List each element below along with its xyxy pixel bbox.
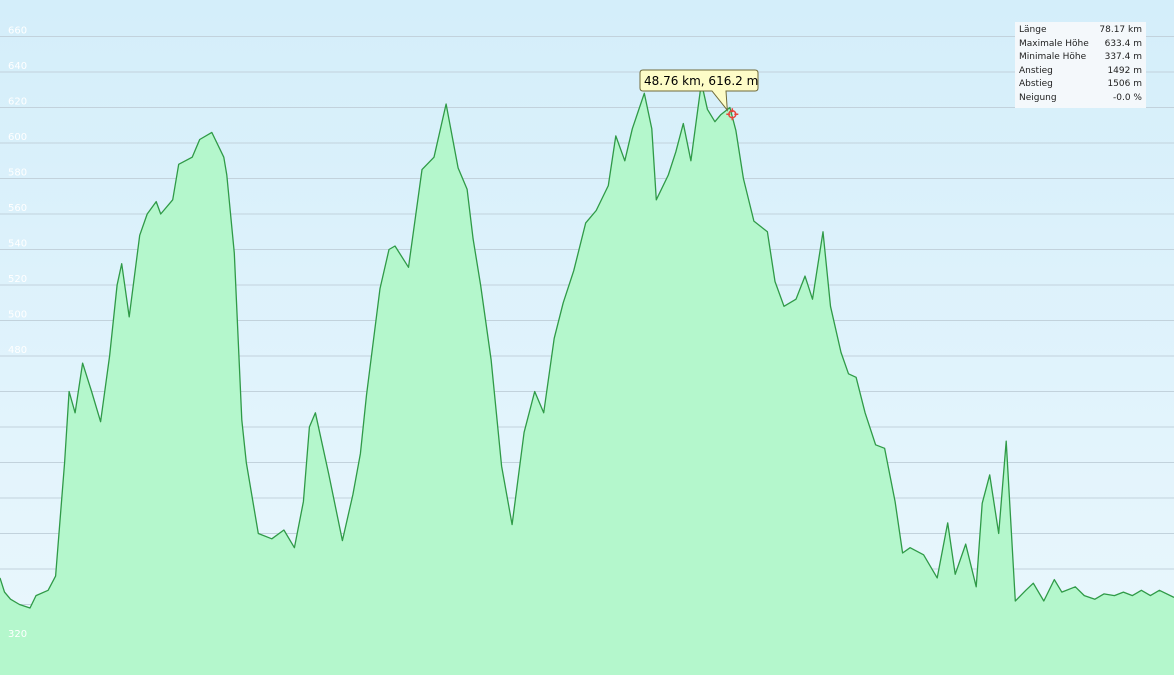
y-tick-label: 600 xyxy=(8,132,27,143)
y-tick-label: 480 xyxy=(8,345,27,356)
stat-value: 78.17 km xyxy=(1099,25,1142,35)
stat-value: 633.4 m xyxy=(1104,38,1142,49)
route-stats-panel: Länge 78.17 km Maximale Höhe 633.4 m Min… xyxy=(1015,22,1146,108)
stat-label: Länge xyxy=(1019,25,1047,35)
y-tick-label: 620 xyxy=(8,97,27,108)
y-tick-label: 540 xyxy=(8,239,27,250)
stat-label: Minimale Höhe xyxy=(1019,52,1087,62)
stat-label: Neigung xyxy=(1019,92,1057,103)
y-axis-ticks: 320 480 500 520 540 560 580 600 620 640 660 xyxy=(8,26,27,641)
stat-value: 337.4 m xyxy=(1104,52,1142,62)
y-tick-label: 640 xyxy=(8,61,27,72)
stat-value: 1506 m xyxy=(1107,79,1142,89)
elevation-line xyxy=(0,81,1174,609)
elevation-area xyxy=(0,82,1174,675)
position-marker xyxy=(726,108,739,121)
stat-label: Maximale Höhe xyxy=(1019,38,1089,49)
y-tick-label: 320 xyxy=(8,629,27,640)
stat-row-gradient: Neigung -0.0 % xyxy=(1019,92,1142,106)
y-tick-label: 580 xyxy=(8,168,27,179)
stat-label: Anstieg xyxy=(1019,65,1053,76)
stat-row-descent: Abstieg 1506 m xyxy=(1019,78,1142,92)
stat-row-min-elevation: Minimale Höhe 337.4 m xyxy=(1019,51,1142,65)
y-tick-label: 560 xyxy=(8,203,27,214)
y-tick-label: 660 xyxy=(8,26,27,37)
tooltip-box xyxy=(639,69,759,112)
stat-value: -0.0 % xyxy=(1113,92,1142,103)
y-tick-label: 500 xyxy=(8,310,27,321)
stat-row-max-elevation: Maximale Höhe 633.4 m xyxy=(1019,38,1142,52)
route-stats-table: Länge 78.17 km Maximale Höhe 633.4 m Min… xyxy=(1019,24,1142,105)
stat-row-ascent: Anstieg 1492 m xyxy=(1019,65,1142,79)
position-tooltip: 48.76 km, 616.2 m xyxy=(639,69,759,112)
stat-row-length: Länge 78.17 km xyxy=(1019,24,1142,38)
stat-label: Abstieg xyxy=(1019,79,1053,89)
tooltip-text: 48.76 km, 616.2 m xyxy=(644,74,758,88)
y-tick-label: 520 xyxy=(8,274,27,285)
stat-value: 1492 m xyxy=(1107,65,1142,76)
